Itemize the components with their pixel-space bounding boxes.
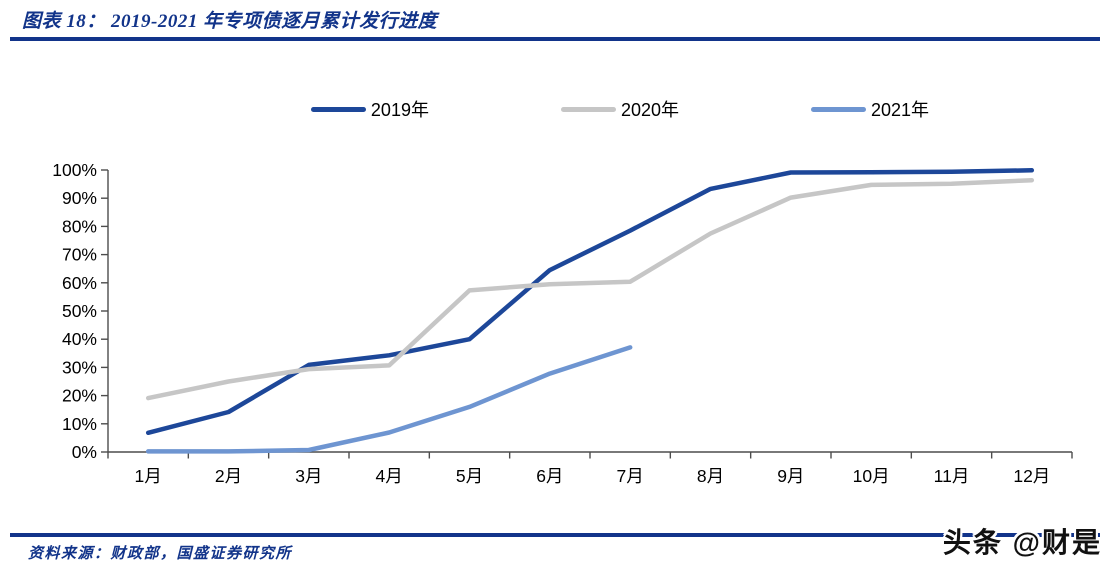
legend-label-2019: 2019年 (370, 100, 429, 120)
series-line-2021年 (145, 345, 633, 454)
series-line-2019年 (145, 168, 1035, 436)
legend-item-2021: 2021年 (811, 96, 929, 122)
x-tick-label: 9月 (777, 466, 804, 486)
legend-swatch-2020 (560, 106, 616, 112)
legend-item-2020: 2020年 (560, 96, 680, 122)
source-text: 资料来源：财政部，国盛证券研究所 (28, 546, 293, 562)
watermark-text: 头条 @财是 (942, 527, 1102, 558)
y-tick-label: 40% (62, 329, 97, 349)
y-tick-label: 10% (62, 414, 97, 434)
y-tick-label: 100% (52, 160, 97, 180)
legend-item-2019: 2019年 (310, 96, 429, 122)
x-tick-label: 8月 (697, 466, 724, 486)
y-tick-label: 30% (62, 357, 97, 377)
x-tick-label: 11月 (934, 466, 970, 486)
y-tick-label: 70% (62, 245, 97, 265)
x-tick-label: 3月 (295, 466, 322, 486)
x-tick-label: 4月 (376, 466, 403, 486)
legend-swatch-2021 (811, 106, 867, 112)
x-tick-label: 1月 (135, 466, 162, 486)
title-divider-rule (10, 37, 1100, 41)
y-tick-label: 50% (62, 301, 97, 321)
legend-label-2021: 2021年 (871, 100, 930, 120)
x-tick-label: 7月 (617, 466, 644, 486)
chart-title: 图表 18： 2019-2021 年专项债逐月累计发行进度 (22, 11, 438, 32)
y-tick-label: 80% (62, 216, 97, 236)
x-tick-label: 6月 (536, 466, 563, 486)
source-divider-rule (10, 533, 1100, 537)
y-tick-label: 60% (62, 273, 97, 293)
legend-label-2020: 2020年 (620, 100, 680, 120)
x-tick-label: 10月 (853, 466, 890, 486)
y-tick-label: 20% (62, 386, 97, 406)
x-tick-label: 5月 (456, 466, 483, 486)
chart-legend: 2019年 2020年 2021年 (0, 96, 1110, 122)
x-tick-label: 2月 (215, 466, 242, 486)
series-line-2020年 (145, 177, 1035, 401)
y-tick-label: 0% (72, 442, 97, 462)
x-tick-label: 12月 (1013, 466, 1050, 486)
legend-swatch-2019 (310, 106, 366, 112)
y-tick-label: 90% (62, 188, 97, 208)
